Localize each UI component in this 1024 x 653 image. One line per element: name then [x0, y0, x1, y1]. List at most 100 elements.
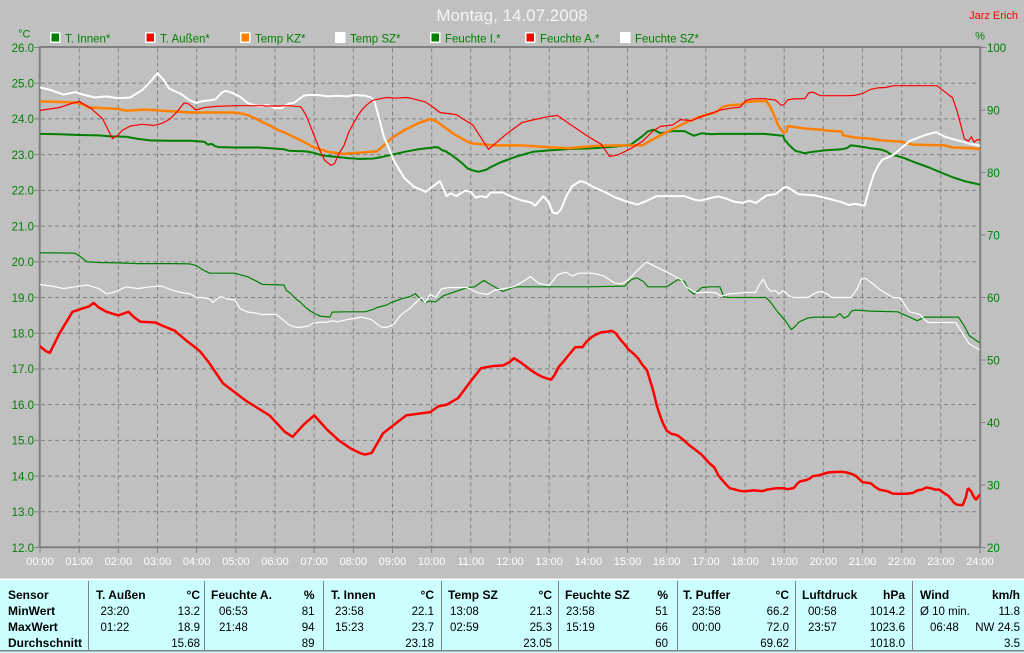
svg-text:23:57: 23:57	[808, 622, 837, 634]
svg-text:15.68: 15.68	[171, 638, 200, 650]
svg-text:Luftdruck: Luftdruck	[802, 588, 858, 602]
svg-text:14.0: 14.0	[12, 471, 34, 483]
svg-text:°C: °C	[421, 588, 435, 602]
svg-text:14:00: 14:00	[575, 556, 603, 568]
svg-text:%: %	[304, 588, 315, 602]
svg-text:20: 20	[987, 543, 1000, 555]
svg-text:09:00: 09:00	[379, 556, 407, 568]
svg-text:Montag, 14.07.2008: Montag, 14.07.2008	[436, 6, 587, 25]
svg-text:94: 94	[302, 622, 315, 634]
svg-text:21.0: 21.0	[12, 221, 34, 233]
svg-text:51: 51	[655, 606, 668, 618]
svg-text:01:22: 01:22	[101, 622, 130, 634]
svg-text:70: 70	[987, 230, 1000, 242]
svg-text:66: 66	[655, 622, 668, 634]
svg-text:T. Innen: T. Innen	[331, 588, 376, 602]
svg-text:02:00: 02:00	[105, 556, 133, 568]
svg-text:23.05: 23.05	[523, 638, 552, 650]
svg-text:23:58: 23:58	[335, 606, 364, 618]
svg-text:06:48: 06:48	[930, 622, 959, 634]
svg-text:11.8: 11.8	[998, 606, 1020, 618]
svg-text:15:19: 15:19	[566, 622, 595, 634]
svg-text:60: 60	[655, 638, 668, 650]
svg-text:23:00: 23:00	[927, 556, 955, 568]
svg-text:80: 80	[987, 168, 1000, 180]
svg-text:km/h: km/h	[992, 588, 1020, 602]
svg-text:23.7: 23.7	[412, 622, 434, 634]
svg-text:21.3: 21.3	[530, 606, 552, 618]
svg-text:13:08: 13:08	[450, 606, 479, 618]
svg-text:18.0: 18.0	[12, 329, 34, 341]
svg-text:30: 30	[987, 480, 1000, 492]
svg-text:89: 89	[302, 638, 315, 650]
svg-text:23.18: 23.18	[405, 638, 434, 650]
svg-text:22.0: 22.0	[12, 186, 34, 198]
svg-text:Feuchte A.: Feuchte A.	[211, 588, 272, 602]
svg-text:T. Außen: T. Außen	[96, 588, 146, 602]
svg-text:22:00: 22:00	[888, 556, 916, 568]
svg-text:26.0: 26.0	[12, 43, 34, 55]
svg-text:Temp SZ: Temp SZ	[448, 588, 498, 602]
svg-text:%: %	[657, 588, 668, 602]
svg-text:90: 90	[987, 105, 1000, 117]
svg-text:15:23: 15:23	[335, 622, 364, 634]
svg-text:T. Innen*: T. Innen*	[65, 34, 111, 46]
svg-text:24.0: 24.0	[12, 114, 34, 126]
svg-text:69.62: 69.62	[760, 638, 789, 650]
svg-text:24:00: 24:00	[966, 556, 994, 568]
svg-text:23:20: 23:20	[101, 606, 130, 618]
svg-text:15:00: 15:00	[614, 556, 642, 568]
svg-text:Durchschnitt: Durchschnitt	[8, 636, 82, 650]
svg-text:60: 60	[987, 293, 1000, 305]
svg-text:00:00: 00:00	[692, 622, 721, 634]
svg-text:16.0: 16.0	[12, 400, 34, 412]
svg-text:1014.2: 1014.2	[870, 606, 905, 618]
svg-text:19:00: 19:00	[770, 556, 798, 568]
svg-text:Temp KZ*: Temp KZ*	[255, 34, 306, 46]
svg-text:72.0: 72.0	[767, 622, 789, 634]
svg-text:11:00: 11:00	[457, 556, 484, 568]
svg-text:Sensor: Sensor	[8, 588, 49, 602]
svg-text:00:58: 00:58	[808, 606, 837, 618]
svg-text:18.9: 18.9	[178, 622, 200, 634]
svg-text:Feuchte I.*: Feuchte I.*	[445, 34, 501, 46]
svg-text:40: 40	[987, 418, 1000, 430]
svg-text:19.0: 19.0	[12, 293, 34, 305]
svg-text:Ø 10 min.: Ø 10 min.	[920, 606, 970, 618]
svg-text:04:00: 04:00	[183, 556, 211, 568]
svg-text:Wind: Wind	[920, 588, 949, 602]
svg-text:100: 100	[987, 43, 1006, 55]
svg-text:3.5: 3.5	[1004, 638, 1020, 650]
svg-text:15.0: 15.0	[12, 436, 34, 448]
svg-text:20:00: 20:00	[810, 556, 838, 568]
svg-text:%: %	[975, 31, 985, 43]
svg-text:12:00: 12:00	[496, 556, 524, 568]
svg-text:10:00: 10:00	[418, 556, 446, 568]
svg-text:05:00: 05:00	[222, 556, 250, 568]
svg-text:06:53: 06:53	[219, 606, 248, 618]
svg-text:02:59: 02:59	[450, 622, 479, 634]
svg-text:66.2: 66.2	[767, 606, 789, 618]
svg-text:03:00: 03:00	[144, 556, 172, 568]
svg-text:08:00: 08:00	[340, 556, 368, 568]
svg-text:°C: °C	[776, 588, 790, 602]
svg-text:22.1: 22.1	[412, 606, 434, 618]
svg-text:06:00: 06:00	[261, 556, 289, 568]
svg-text:Feuchte A.*: Feuchte A.*	[540, 34, 600, 46]
svg-text:18:00: 18:00	[731, 556, 759, 568]
svg-text:17:00: 17:00	[692, 556, 720, 568]
svg-text:50: 50	[987, 355, 1000, 367]
svg-text:21:00: 21:00	[849, 556, 877, 568]
svg-text:16:00: 16:00	[653, 556, 681, 568]
svg-text:25.3: 25.3	[530, 622, 552, 634]
svg-text:23:58: 23:58	[692, 606, 721, 618]
svg-text:00:00: 00:00	[26, 556, 54, 568]
svg-text:13:00: 13:00	[535, 556, 563, 568]
svg-text:°C: °C	[187, 588, 201, 602]
svg-text:Temp SZ*: Temp SZ*	[350, 34, 401, 46]
svg-text:T. Puffer: T. Puffer	[683, 588, 731, 602]
svg-text:MaxWert: MaxWert	[8, 620, 58, 634]
svg-text:NW 24.5: NW 24.5	[975, 622, 1020, 634]
svg-text:12.0: 12.0	[12, 543, 34, 555]
svg-text:25.0: 25.0	[12, 79, 34, 91]
